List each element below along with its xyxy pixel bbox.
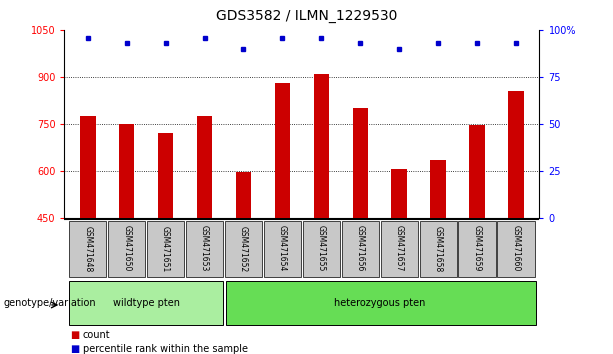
Text: count: count — [83, 330, 110, 339]
FancyBboxPatch shape — [108, 221, 145, 277]
Bar — [314, 74, 329, 218]
Bar — [275, 83, 290, 218]
Text: GSM471658: GSM471658 — [433, 225, 443, 272]
FancyBboxPatch shape — [226, 281, 536, 325]
Text: GSM471654: GSM471654 — [278, 225, 287, 272]
FancyBboxPatch shape — [147, 221, 185, 277]
Text: ■: ■ — [70, 344, 80, 354]
Text: GSM471656: GSM471656 — [356, 225, 365, 272]
Text: GDS3582 / ILMN_1229530: GDS3582 / ILMN_1229530 — [216, 9, 397, 23]
Text: percentile rank within the sample: percentile rank within the sample — [83, 344, 248, 354]
Bar — [508, 91, 524, 218]
FancyBboxPatch shape — [69, 281, 223, 325]
Bar — [392, 169, 407, 218]
FancyBboxPatch shape — [303, 221, 340, 277]
Text: GSM471648: GSM471648 — [83, 225, 92, 272]
FancyBboxPatch shape — [264, 221, 301, 277]
Text: GSM471660: GSM471660 — [512, 225, 520, 272]
Text: GSM471657: GSM471657 — [395, 225, 404, 272]
Bar — [80, 116, 96, 218]
FancyBboxPatch shape — [341, 221, 379, 277]
FancyBboxPatch shape — [69, 221, 107, 277]
Bar — [352, 108, 368, 218]
FancyBboxPatch shape — [459, 221, 496, 277]
Bar — [470, 125, 485, 218]
Text: GSM471655: GSM471655 — [317, 225, 326, 272]
Text: GSM471653: GSM471653 — [200, 225, 209, 272]
Bar — [158, 133, 173, 218]
Text: heterozygous pten: heterozygous pten — [334, 298, 425, 308]
Bar — [430, 160, 446, 218]
Text: GSM471659: GSM471659 — [473, 225, 482, 272]
Text: wildtype pten: wildtype pten — [113, 298, 180, 308]
Bar — [119, 124, 134, 218]
Text: ■: ■ — [70, 330, 80, 339]
Text: genotype/variation: genotype/variation — [3, 298, 96, 308]
FancyBboxPatch shape — [381, 221, 418, 277]
FancyBboxPatch shape — [225, 221, 262, 277]
Text: GSM471652: GSM471652 — [239, 225, 248, 272]
Bar — [197, 116, 212, 218]
Bar — [236, 172, 251, 218]
Text: GSM471650: GSM471650 — [122, 225, 131, 272]
FancyBboxPatch shape — [419, 221, 457, 277]
FancyBboxPatch shape — [497, 221, 535, 277]
FancyBboxPatch shape — [186, 221, 223, 277]
Text: GSM471651: GSM471651 — [161, 225, 170, 272]
